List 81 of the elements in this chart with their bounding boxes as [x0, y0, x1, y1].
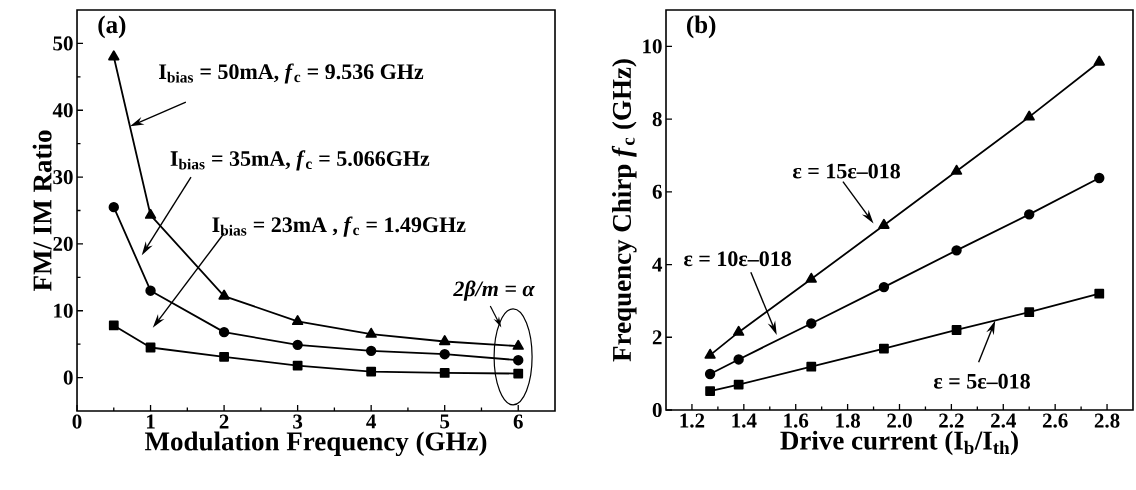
point	[732, 325, 745, 336]
y-tick-label: 2	[652, 330, 662, 345]
point	[704, 368, 716, 380]
x-tick-label: 2.6	[1042, 413, 1068, 428]
point	[108, 320, 119, 331]
x-tick-label: 4	[366, 414, 377, 429]
x-tick-label: 5	[440, 414, 450, 429]
y-tick-label: 20	[53, 236, 73, 251]
point	[1024, 209, 1035, 220]
point	[439, 348, 450, 360]
point	[513, 368, 524, 379]
annotation: ε = 15ε–018	[793, 163, 900, 179]
x-tick-label: 1.2	[680, 413, 705, 428]
x-tick-label: 1.4	[732, 413, 757, 428]
point	[879, 343, 889, 354]
point	[291, 315, 304, 326]
x-tick-label: 2.8	[1094, 413, 1120, 428]
point	[1094, 288, 1105, 299]
point	[108, 50, 120, 61]
point	[951, 245, 962, 256]
x-axis-title: Drive current (I$_{b}$/I$_{th}$)	[780, 430, 1018, 456]
annotation: 2β/m = α	[453, 280, 535, 301]
point	[145, 285, 156, 296]
chart-title: (b)	[686, 15, 716, 39]
chart-title: (a)	[98, 15, 126, 39]
x-tick-label: 2.2	[939, 413, 964, 428]
x-tick-label: 2.0	[887, 413, 912, 428]
point	[512, 339, 524, 350]
y-tick-label: 10	[54, 303, 73, 318]
point	[1023, 110, 1035, 121]
point	[1093, 55, 1105, 66]
point	[219, 351, 229, 362]
point	[365, 327, 377, 338]
point	[878, 281, 890, 293]
point	[705, 386, 716, 396]
annotation: I$_{bias}$ = 35mA, f$_{c}$ = 5.066GHz	[170, 150, 430, 171]
y-axis-title: Frequency Chirp f$_{c}$ (GHz)	[611, 59, 637, 362]
y-tick-label: 0	[652, 402, 662, 418]
x-axis-title: Modulation Frequency (GHz)	[144, 431, 487, 457]
y-tick-label: 40	[52, 103, 73, 118]
x-tick-label: 2.4	[991, 413, 1017, 428]
annotation: ε = 10ε–018	[684, 251, 792, 267]
point	[439, 335, 451, 346]
y-tick-label: 10	[643, 39, 662, 54]
y-tick-label: 8	[652, 112, 662, 127]
point	[878, 218, 890, 229]
point	[733, 379, 744, 390]
point	[805, 272, 817, 283]
point	[733, 354, 744, 365]
point	[513, 355, 524, 366]
point	[144, 208, 157, 219]
y-tick-label: 6	[652, 184, 662, 199]
annotation: I$_{bias}$ = 23mA , f$_{c}$ = 1.49GHz	[212, 216, 466, 237]
point	[950, 164, 963, 175]
point	[806, 318, 817, 329]
point	[218, 326, 230, 338]
point	[1024, 307, 1035, 318]
point	[951, 325, 962, 335]
point	[108, 201, 119, 213]
y-axis-title: FM/ IM Ratio	[32, 130, 52, 292]
point	[1094, 172, 1105, 184]
point	[292, 360, 303, 371]
x-tick-label: 6	[513, 414, 523, 429]
y-tick-label: 50	[53, 36, 73, 51]
point	[365, 345, 377, 357]
point	[292, 339, 303, 351]
x-tick-label: 1.8	[836, 413, 861, 428]
x-tick-label: 1	[146, 414, 155, 429]
point	[366, 366, 377, 377]
y-tick-label: 30	[53, 170, 73, 185]
y-tick-label: 0	[63, 370, 73, 385]
annotation: I$_{bias}$ = 50mA, f$_{c}$ = 9.536 GHz	[159, 63, 424, 84]
point	[704, 348, 716, 359]
x-tick-label: 3	[293, 414, 303, 429]
point	[439, 367, 450, 378]
x-tick-label: 2	[219, 414, 229, 429]
point	[218, 289, 230, 300]
x-tick-label: 1.6	[784, 413, 809, 428]
point	[806, 361, 817, 372]
y-tick-label: 4	[652, 257, 663, 272]
annotation: ε = 5ε–018	[933, 373, 1030, 389]
